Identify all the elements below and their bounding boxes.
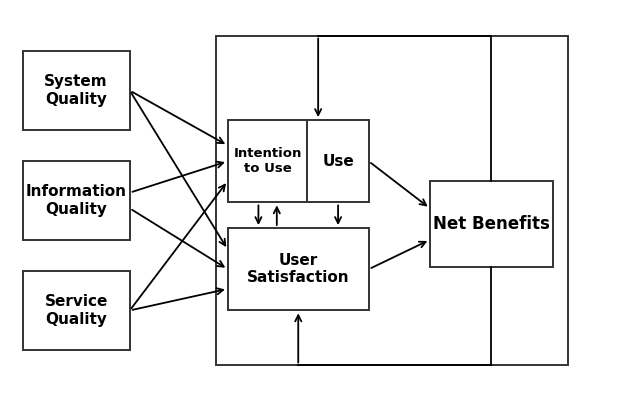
Bar bbox=[22, 51, 130, 130]
Bar bbox=[215, 36, 568, 365]
Text: System
Quality: System Quality bbox=[44, 74, 108, 107]
Bar bbox=[307, 120, 369, 203]
Text: Service
Quality: Service Quality bbox=[45, 294, 108, 327]
Text: Net Benefits: Net Benefits bbox=[433, 215, 550, 233]
Bar bbox=[22, 161, 130, 240]
Text: Intention
to Use: Intention to Use bbox=[233, 147, 302, 175]
Bar bbox=[22, 271, 130, 350]
Text: User
Satisfaction: User Satisfaction bbox=[247, 253, 350, 286]
Text: Information
Quality: Information Quality bbox=[25, 184, 127, 217]
Bar bbox=[430, 181, 553, 267]
Bar bbox=[228, 228, 369, 310]
Bar bbox=[228, 120, 307, 203]
Text: Use: Use bbox=[322, 154, 354, 169]
